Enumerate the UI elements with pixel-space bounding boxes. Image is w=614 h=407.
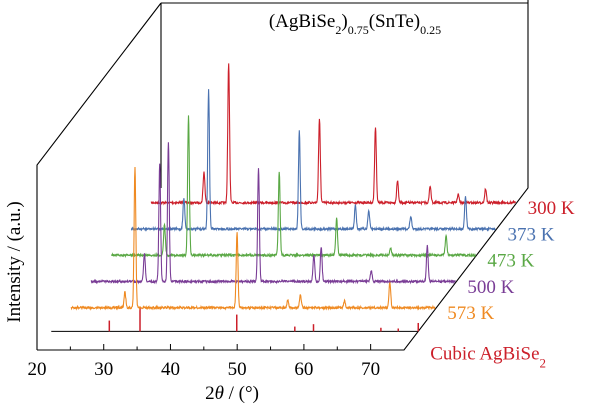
y-axis-label: Intensity / (a.u.) [4, 201, 25, 322]
series-line [110, 115, 476, 259]
series-line [130, 89, 496, 233]
frame-outline [37, 0, 529, 351]
x-tick-label: 70 [361, 359, 380, 380]
series-label: 500 K [467, 277, 514, 298]
frame-left [36, 2, 162, 350]
x-axis-label: 2θ / (°) [205, 383, 259, 404]
series-line [70, 166, 436, 311]
x-tick-label: 60 [294, 359, 313, 380]
x-tick-label: 20 [28, 359, 47, 380]
series-label: 573 K [447, 303, 494, 324]
x-tick-label: 30 [94, 359, 113, 380]
series-label: 373 K [508, 224, 555, 245]
series-label: 473 K [487, 251, 534, 272]
x-axis: 20 30 40 50 60 70 [28, 344, 380, 380]
chart-title: (AgBiSe2)0.75(SnTe)0.25 [269, 11, 441, 37]
chart-frame [36, 0, 529, 351]
x-tick-label: 40 [161, 359, 180, 380]
series-label: 300 K [528, 198, 575, 219]
reference-pattern: Cubic AgBiSe2 [108, 307, 546, 370]
x-tick-label: 50 [228, 359, 247, 380]
series-line [90, 142, 456, 285]
series-layer: 300 K 373 K 473 K 500 K 573 K [70, 63, 575, 324]
reference-label: Cubic AgBiSe2 [430, 343, 546, 370]
series-line [150, 63, 517, 206]
